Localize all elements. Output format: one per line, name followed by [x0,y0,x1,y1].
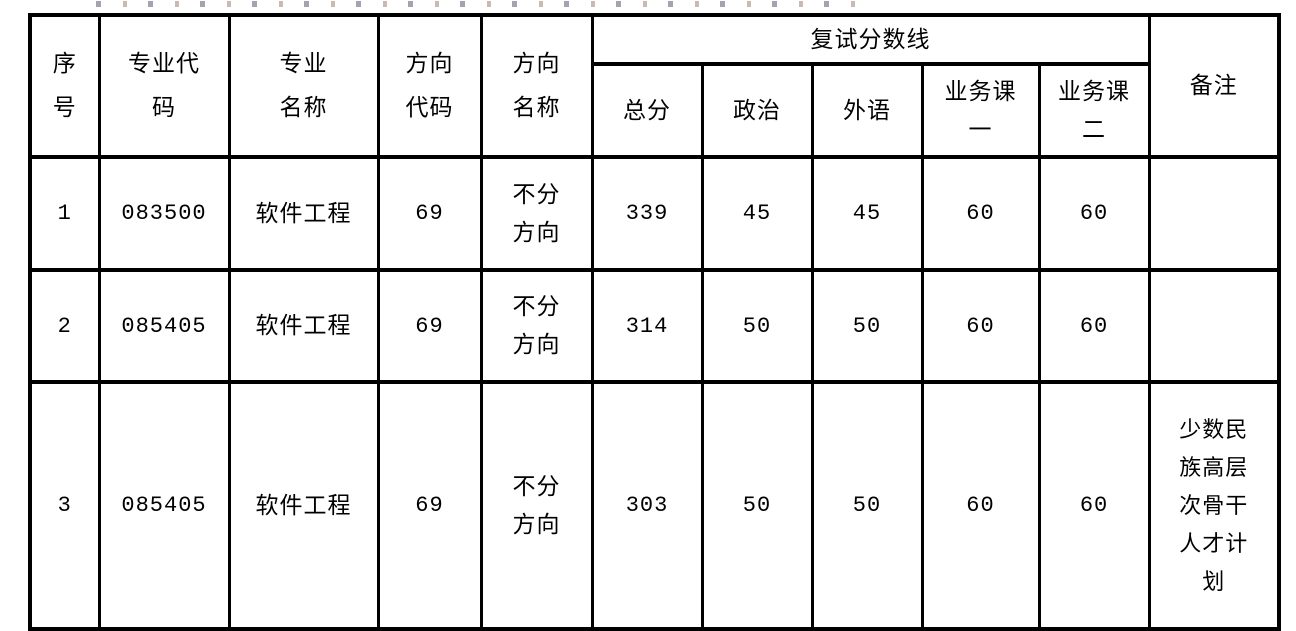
cell-remark [1147,268,1281,384]
cell-direction-name-text: 不分方向 [512,473,561,537]
cell-major-code: 083500 [97,155,231,272]
cell-major-name: 软件工程 [227,380,380,631]
cell-politics: 50 [700,268,814,384]
cell-course1: 60 [920,380,1041,631]
header-course2-label: 业务课二 [1058,78,1131,142]
cropped-text-remnant [96,1,858,7]
cell-remark [1147,155,1281,272]
cell-direction-code: 69 [376,380,483,631]
cell-major-name: 软件工程 [227,155,380,272]
cell-foreign: 45 [810,155,924,272]
header-course1-label: 业务课一 [944,78,1017,142]
cell-course1: 60 [920,155,1041,272]
cell-course2: 60 [1037,155,1151,272]
cell-course1: 60 [920,268,1041,384]
header-remark: 备注 [1147,13,1281,159]
cell-seq: 2 [28,268,101,384]
header-major-code-label: 专业代码 [128,51,200,120]
cell-direction-name: 不分方向 [479,380,594,631]
cell-politics: 45 [700,155,814,272]
header-foreign-language: 外语 [810,62,924,159]
cell-total: 339 [590,155,704,272]
header-direction-name: 方向名称 [479,13,594,159]
cell-direction-name-text: 不分方向 [512,294,561,357]
header-major-name: 专业名称 [227,13,380,159]
header-politics: 政治 [700,62,814,159]
header-major-name-label: 专业名称 [279,51,328,120]
cell-seq: 3 [28,380,101,631]
table-row: 2 085405 软件工程 69 不分方向 314 50 50 60 60 [28,268,1281,384]
score-line-table: 序号 专业代码 专业名称 方向代码 方向名称 复试分数线 备注 总分 政治 外语… [28,13,1282,631]
cell-direction-code: 69 [376,268,483,384]
cell-seq: 1 [28,155,101,272]
table-row: 1 083500 软件工程 69 不分方向 339 45 45 60 60 [28,155,1281,272]
cell-remark: 少数民族高层次骨干人才计划 [1147,380,1281,631]
header-direction-name-label: 方向名称 [512,51,561,120]
cell-foreign: 50 [810,268,924,384]
header-seq: 序号 [28,13,101,159]
cell-foreign: 50 [810,380,924,631]
header-score-group: 复试分数线 [590,13,1151,66]
score-line-table-wrapper: 序号 专业代码 专业名称 方向代码 方向名称 复试分数线 备注 总分 政治 外语… [28,13,1282,631]
cell-direction-name: 不分方向 [479,155,594,272]
header-direction-code: 方向代码 [376,13,483,159]
header-major-code: 专业代码 [97,13,231,159]
cell-major-code: 085405 [97,380,231,631]
cell-course2: 60 [1037,268,1151,384]
cell-direction-name-text: 不分方向 [512,181,561,245]
header-direction-code-label: 方向代码 [405,51,454,120]
cell-major-code: 085405 [97,268,231,384]
table-row: 3 085405 软件工程 69 不分方向 303 50 50 60 60 少数… [28,380,1281,631]
cell-course2: 60 [1037,380,1151,631]
cell-major-name: 软件工程 [227,268,380,384]
cell-politics: 50 [700,380,814,631]
header-course2: 业务课二 [1037,62,1151,159]
cell-direction-name: 不分方向 [479,268,594,384]
cell-total: 314 [590,268,704,384]
cell-total: 303 [590,380,704,631]
cell-remark-text: 少数民族高层次骨干人才计划 [1179,416,1249,594]
header-total-score: 总分 [590,62,704,159]
header-course1: 业务课一 [920,62,1041,159]
header-seq-label: 序号 [52,51,77,120]
cell-direction-code: 69 [376,155,483,272]
